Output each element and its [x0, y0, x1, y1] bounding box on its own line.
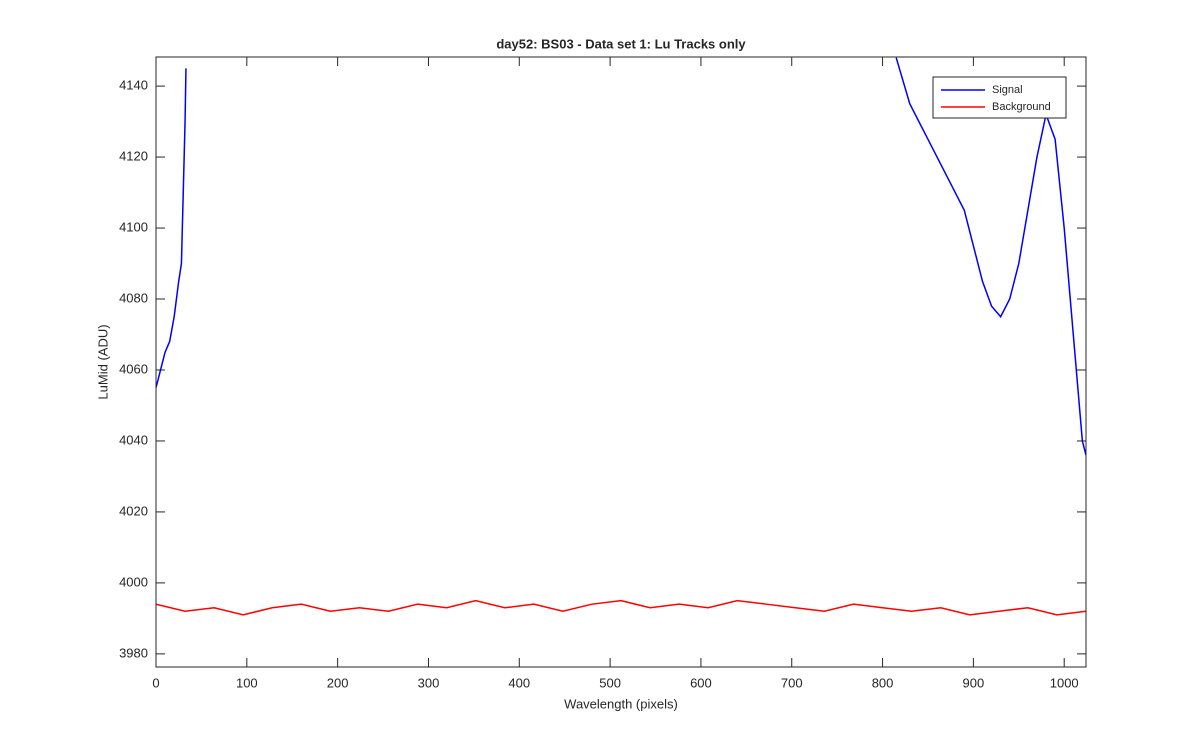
x-tick-label: 500 [599, 675, 621, 690]
x-tick-label: 700 [781, 675, 803, 690]
y-tick-label: 4140 [119, 78, 148, 93]
x-tick-label: 1000 [1050, 675, 1079, 690]
x-tick-label: 800 [872, 675, 894, 690]
y-tick-label: 4040 [119, 432, 148, 447]
y-tick-label: 4100 [119, 219, 148, 234]
y-tick-label: 4060 [119, 361, 148, 376]
plot-area [156, 57, 1086, 616]
series-line [156, 599, 1086, 616]
series-line [156, 57, 1086, 456]
x-tick-label: 900 [963, 675, 985, 690]
legend-box [932, 76, 1067, 119]
legend-label: Background [992, 101, 1051, 113]
y-tick-label: 4000 [119, 574, 148, 589]
x-tick-label: 0 [152, 675, 159, 690]
y-tick-label: 4080 [119, 290, 148, 305]
y-tick-label: 4120 [119, 149, 148, 164]
legend-label: Signal [992, 84, 1023, 96]
x-tick-label: 200 [327, 675, 349, 690]
y-axis-label: LuMid (ADU) [95, 324, 110, 399]
x-tick-label: 400 [508, 675, 530, 690]
x-tick-label: 100 [236, 675, 258, 690]
x-axis-label: Wavelength (pixels) [564, 696, 678, 711]
chart-title: day52: BS03 - Data set 1: Lu Tracks only [496, 36, 746, 51]
y-tick-label: 3980 [119, 645, 148, 660]
y-tick-label: 4020 [119, 503, 148, 518]
axes-box [155, 56, 1087, 668]
x-tick-label: 300 [418, 675, 440, 690]
x-tick-label: 600 [690, 675, 712, 690]
